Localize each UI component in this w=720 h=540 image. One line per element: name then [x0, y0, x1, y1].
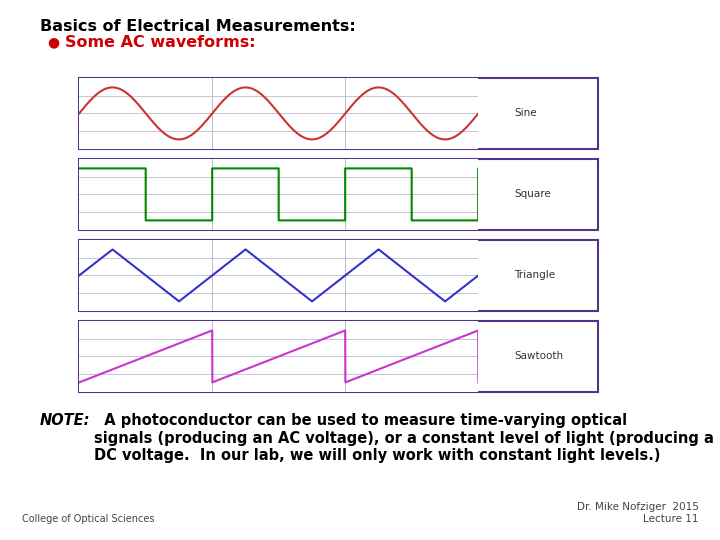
Text: Dr. Mike Nofziger  2015
Lecture 11: Dr. Mike Nofziger 2015 Lecture 11 — [577, 502, 698, 524]
Text: NOTE:: NOTE: — [40, 413, 90, 428]
Bar — [79, 159, 598, 230]
Text: Sine: Sine — [514, 109, 537, 118]
Text: A photoconductor can be used to measure time-varying optical
signals (producing : A photoconductor can be used to measure … — [94, 413, 714, 463]
Bar — [79, 321, 598, 392]
Text: Sawtooth: Sawtooth — [514, 352, 563, 361]
Text: ●: ● — [47, 35, 59, 49]
Bar — [79, 240, 598, 310]
Bar — [79, 78, 598, 148]
Text: Some AC waveforms:: Some AC waveforms: — [65, 35, 256, 50]
Text: Basics of Electrical Measurements:: Basics of Electrical Measurements: — [40, 19, 356, 34]
Text: Square: Square — [514, 190, 551, 199]
Text: Triangle: Triangle — [514, 271, 555, 280]
Text: College of Optical Sciences: College of Optical Sciences — [22, 514, 154, 524]
